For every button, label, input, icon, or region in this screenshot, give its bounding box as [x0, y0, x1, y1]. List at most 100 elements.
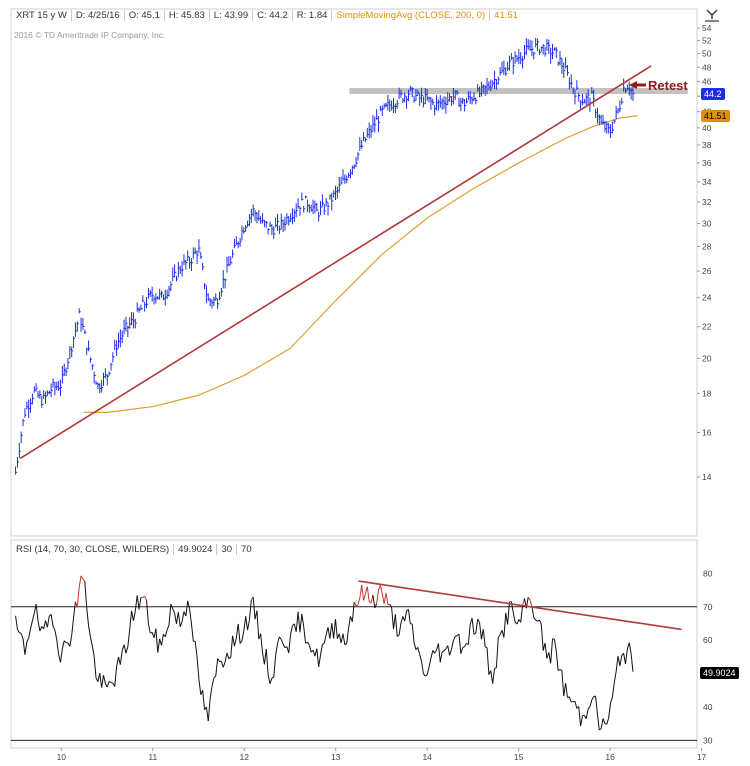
low-label: L: 43.99 — [209, 10, 254, 21]
rsi-axis-tick-label: 70 — [703, 602, 713, 612]
rsi-line-segment — [132, 610, 136, 621]
rsi-line-segment — [71, 617, 75, 636]
price-chart — [15, 37, 688, 475]
rsi-line-segment — [495, 637, 499, 668]
price-axis-tick-label: 40 — [702, 123, 712, 133]
rsi-line-segment — [299, 613, 303, 633]
price-axis-tick-label: 16 — [702, 428, 712, 438]
rsi-line-segment — [198, 679, 202, 695]
rsi-line-segment — [595, 696, 598, 715]
rsi-line-segment — [535, 619, 538, 622]
rsi-line-segment — [606, 717, 610, 725]
rsi-line-segment — [520, 605, 524, 623]
rsi-line-segment — [172, 608, 176, 614]
date-label: D: 4/25/16 — [71, 10, 125, 21]
rsi-line-segment — [15, 615, 18, 630]
rsi-line-segment — [439, 651, 443, 663]
sma-200-line — [84, 115, 638, 413]
rsi-line-segment — [138, 597, 142, 610]
rsi-line-segment — [561, 670, 565, 697]
rsi-line-segment — [381, 593, 385, 604]
rsi-line-segment — [413, 642, 417, 650]
rsi-line-segment — [389, 604, 393, 608]
rsi-line-segment — [89, 636, 93, 646]
rsi-line-segment — [161, 634, 164, 646]
rsi-line-segment — [187, 600, 191, 609]
rsi-line-segment — [228, 657, 232, 660]
rsi-line-segment — [19, 632, 22, 634]
rsi-line-segment — [557, 669, 561, 671]
rsi-line-segment — [610, 696, 613, 704]
rsi-line-segment — [430, 650, 434, 659]
rsi-line-segment — [417, 647, 421, 655]
high-label: H: 45.83 — [164, 10, 210, 21]
sma-study-label[interactable]: SimpleMovingAvg (CLOSE, 200, 0) — [332, 10, 491, 21]
rsi-line-segment — [230, 635, 234, 658]
rsi-line-segment — [93, 656, 97, 678]
rsi-line-segment — [24, 641, 28, 655]
rsi-line-segment — [123, 644, 127, 654]
rsi-line-segment — [235, 623, 239, 639]
rsi-line-segment — [538, 619, 542, 625]
rsi-line-segment — [318, 654, 322, 667]
rsi-line-segment — [224, 652, 228, 663]
rsi-line-segment — [421, 661, 424, 674]
rsi-line-segment — [82, 578, 86, 582]
rsi-line-segment — [565, 683, 568, 698]
rsi-line-segment — [106, 681, 110, 688]
rsi-line-segment — [127, 629, 131, 647]
rsi-line-segment — [460, 647, 464, 654]
rsi-line-segment — [56, 639, 60, 655]
rsi-line-segment — [35, 604, 39, 621]
rsi-line-segment — [63, 640, 67, 644]
rsi-line-segment — [202, 690, 206, 710]
rsi-line-segment — [503, 613, 507, 638]
price-axis-tick-label: 50 — [702, 49, 712, 59]
rsi-line-segment — [611, 682, 615, 698]
rsi-line-segment — [116, 656, 119, 667]
rsi-line-segment — [69, 635, 73, 647]
sma-value-label: 41.51 — [494, 10, 518, 21]
symbol-label[interactable]: XRT 15 y W — [12, 10, 72, 21]
rsi-line-segment — [247, 619, 250, 631]
rsi-line-segment — [370, 594, 374, 604]
rsi-line-segment — [355, 604, 359, 607]
rsi-line-segment — [28, 628, 32, 638]
rsi-line-segment — [20, 633, 24, 640]
rsi-line-segment — [497, 634, 501, 639]
rsi-line-segment — [256, 610, 260, 640]
rsi-line-segment — [426, 666, 430, 676]
x-axis-tick-label: 16 — [605, 752, 615, 762]
rsi-study-label[interactable]: RSI (14, 70, 30, CLOSE, WILDERS) — [12, 544, 175, 555]
price-axis-tick-label: 32 — [702, 197, 712, 207]
price-axis-tick-label: 18 — [702, 388, 712, 398]
rsi-line-segment — [61, 640, 65, 649]
rsi-line-segment — [277, 636, 280, 644]
rsi-line-segment — [407, 609, 411, 624]
close-label: C: 44.2 — [253, 10, 293, 21]
rsi-line-segment — [482, 629, 486, 647]
rsi-line-segment — [307, 641, 310, 646]
rsi-line-segment — [400, 616, 404, 624]
price-axis-tick-label: 54 — [702, 23, 712, 33]
rsi-line-segment — [490, 670, 494, 684]
rsi-line-segment — [288, 634, 292, 654]
rsi-line-segment — [239, 640, 243, 644]
rsi-value-tag: 49.9024 — [700, 667, 739, 679]
rsi-line-segment — [608, 702, 612, 718]
rsi-line-segment — [78, 575, 82, 588]
rsi-line-segment — [398, 622, 402, 635]
rsi-line-segment — [278, 636, 282, 640]
rsi-line-segment — [241, 630, 245, 641]
sma-value-tag: 41.51 — [701, 110, 730, 122]
rsi-line-segment — [587, 706, 591, 710]
rsi-line-segment — [262, 652, 265, 665]
price-axis-tick-label: 20 — [702, 353, 712, 363]
rsi-line-segment — [248, 599, 252, 621]
rsi-line-segment — [301, 613, 305, 627]
price-axis-tick-label: 36 — [702, 158, 712, 168]
rsi-line-segment — [568, 696, 572, 703]
rsi-axis-tick-label: 30 — [703, 735, 713, 745]
rsi-line-segment — [458, 633, 462, 654]
